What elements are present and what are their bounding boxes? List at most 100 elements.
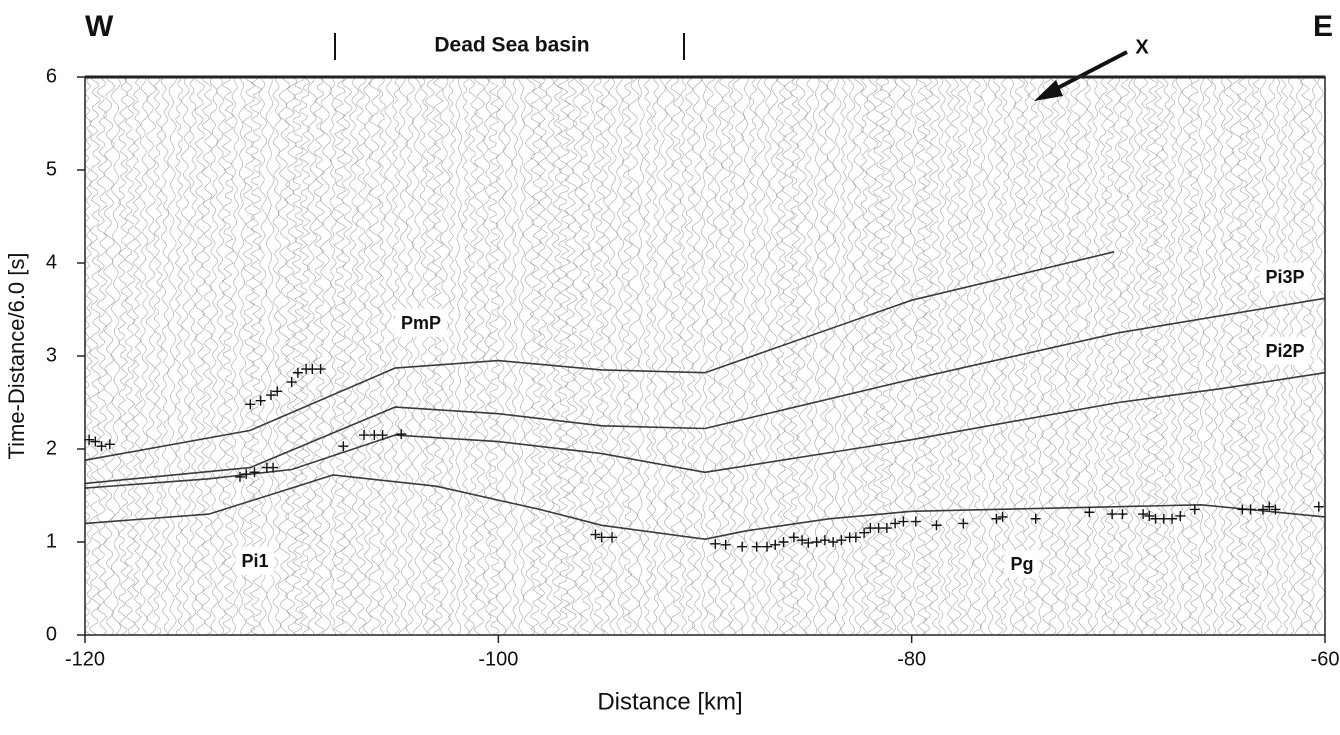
pick-marker [850, 532, 861, 543]
seismic-trace [355, 76, 367, 636]
seismic-trace [840, 76, 848, 636]
seismic-trace [291, 76, 305, 636]
annotation: Dead Sea basin [434, 34, 589, 57]
pick-marker [720, 539, 731, 550]
seismic-trace [1027, 76, 1039, 636]
seismic-trace [637, 76, 645, 636]
seismic-trace [110, 76, 122, 636]
y-tick-label: 1 [46, 530, 57, 552]
seismic-trace [411, 76, 423, 636]
seismic-trace [467, 76, 479, 636]
seismic-trace [832, 76, 842, 636]
seismic-trace [473, 76, 487, 636]
pick-marker [836, 535, 847, 546]
seismic-trace [748, 76, 758, 636]
pick-marker [762, 541, 772, 552]
seismic-trace [258, 76, 268, 636]
pick-marker [590, 529, 601, 540]
seismic-trace [1145, 76, 1159, 636]
pick-marker [997, 511, 1008, 522]
seismic-trace [312, 76, 326, 636]
pick-marker [315, 364, 326, 375]
seismic-trace [1211, 76, 1219, 636]
seismic-trace [167, 76, 177, 636]
y-tick-label: 6 [46, 65, 57, 87]
seismic-trace [368, 76, 382, 636]
pick-marker [1189, 504, 1200, 515]
seismic-trace [96, 76, 108, 636]
pick-marker [770, 539, 781, 550]
x-tick-label: -100 [478, 648, 518, 670]
seismic-trace [349, 76, 359, 636]
seismic-trace [209, 76, 219, 636]
pick-marker [1107, 509, 1118, 520]
seismic-trace [455, 76, 463, 636]
seismic-trace [329, 76, 337, 636]
seismic-trace [804, 76, 814, 636]
pick-marker [898, 516, 909, 527]
seismic-trace [1075, 76, 1089, 636]
pick-marker [235, 471, 245, 482]
annotation-box [235, 546, 275, 575]
seismic-trace [424, 76, 438, 636]
seismic-trace [992, 76, 1004, 636]
seismic-trace [377, 76, 387, 636]
annotation: Pi3P [1265, 267, 1304, 287]
seismic-trace [1161, 76, 1171, 636]
seismic-trace [487, 76, 501, 636]
x-tick-label: -60 [1311, 648, 1340, 670]
pick-marker [881, 523, 892, 534]
seismic-trace [1048, 76, 1060, 636]
seismic-trace [650, 76, 660, 636]
seismic-trace [277, 76, 291, 636]
pick-marker [1167, 513, 1178, 524]
seismic-trace [117, 76, 129, 636]
seismic-trace [571, 76, 585, 636]
seismic-trace [643, 76, 653, 636]
pick-marker [90, 436, 101, 447]
seismic-trace [180, 76, 192, 636]
annotation: Pi1 [241, 551, 268, 571]
seismic-trace [1139, 76, 1151, 636]
seismic-trace [88, 76, 102, 636]
pick-marker [710, 538, 721, 549]
pick-marker [266, 390, 276, 401]
pick-marker [1258, 504, 1268, 515]
seismic-trace [272, 76, 282, 636]
seismic-trace [1309, 76, 1317, 636]
annotation: E [1313, 10, 1333, 43]
seismic-trace [691, 76, 703, 636]
seismic-trace [929, 76, 942, 636]
seismic-trace [188, 76, 198, 636]
seismic-trace [221, 76, 235, 636]
seismic-trace [557, 76, 571, 636]
pick-marker [1030, 513, 1041, 524]
seismic-trace [132, 76, 142, 636]
pick-marker [96, 441, 107, 452]
seismic-trace [718, 76, 732, 636]
seismic-trace [621, 76, 633, 636]
seismic-trace [937, 76, 947, 636]
pick-marker [1175, 510, 1186, 521]
annotation: PmP [401, 313, 441, 333]
seismic-trace [1217, 76, 1227, 636]
seismic-trace [1125, 76, 1137, 636]
seismic-trace [732, 76, 746, 636]
seismic-trace [1021, 76, 1031, 636]
y-axis-title: Time-Distance/6.0 [s] [4, 252, 29, 459]
seismic-trace [160, 76, 170, 636]
seismic-trace [705, 76, 717, 636]
seismic-trace [1036, 76, 1044, 636]
seismic-trace [741, 76, 751, 636]
seismic-trace [391, 76, 401, 636]
seismic-trace [979, 76, 989, 636]
seismic-trace [910, 76, 918, 636]
seismic-trace [762, 76, 772, 636]
arrow-head [1034, 80, 1063, 101]
seismic-trace [811, 76, 821, 636]
y-tick-label: 0 [46, 623, 57, 645]
seismic-trace [865, 76, 879, 636]
seismic-trace [872, 76, 886, 636]
pick-marker [249, 467, 260, 478]
